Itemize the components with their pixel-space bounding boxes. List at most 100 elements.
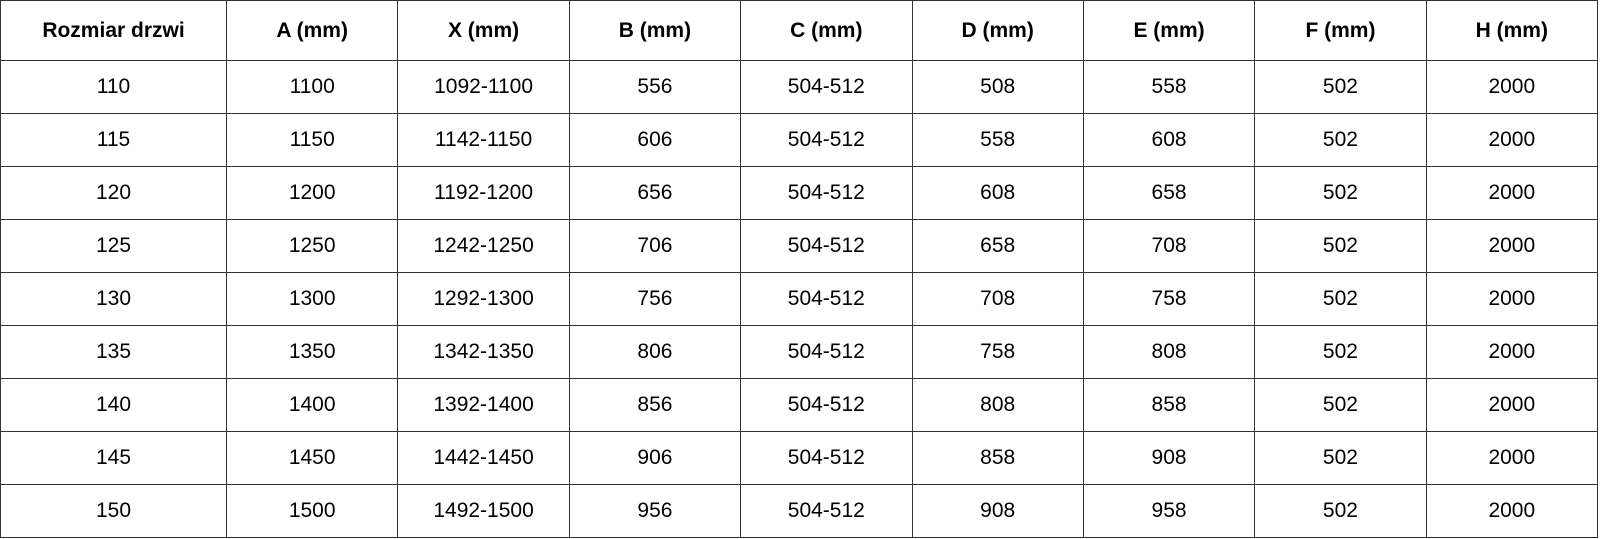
table-cell: 145: [0, 431, 227, 485]
table-cell: 558: [911, 113, 1084, 167]
table-cell: 658: [1082, 166, 1256, 220]
table-cell: 1300: [225, 272, 399, 326]
table-cell: 808: [1082, 325, 1256, 379]
table-cell: 1500: [225, 484, 399, 538]
table-cell: 1392-1400: [397, 378, 570, 432]
table-cell: 708: [911, 272, 1084, 326]
table-cell: 2000: [1425, 166, 1599, 220]
table-cell: 658: [911, 219, 1084, 273]
table-cell: 2000: [1425, 272, 1599, 326]
table-cell: 502: [1254, 431, 1427, 485]
table-row: 125 1250 1242-1250 706 504-512 658 708 502 2000: [0, 219, 1599, 273]
table-cell: 1142-1150: [397, 113, 570, 167]
table-row: 150 1500 1492-1500 956 504-512 908 958 502 2000: [0, 484, 1599, 538]
table-cell: 858: [1082, 378, 1256, 432]
table-cell: 502: [1254, 272, 1427, 326]
table-cell: 908: [911, 484, 1084, 538]
table-cell: 504-512: [740, 325, 913, 379]
table-cell: 908: [1082, 431, 1256, 485]
table-cell: 502: [1254, 113, 1427, 167]
table-cell: 2000: [1425, 113, 1599, 167]
table-cell: 858: [911, 431, 1084, 485]
table-cell: 556: [568, 60, 742, 114]
table-cell: 1100: [225, 60, 399, 114]
table-cell: 1342-1350: [397, 325, 570, 379]
table-cell: 558: [1082, 60, 1256, 114]
table-cell: 708: [1082, 219, 1256, 273]
table-cell: 1250: [225, 219, 399, 273]
table-cell: 502: [1254, 60, 1427, 114]
column-header: H (mm): [1425, 0, 1599, 61]
table-cell: 504-512: [740, 113, 913, 167]
header-row: Rozmiar drzwi A (mm) X (mm) B (mm) C (mm) D (…: [0, 0, 1599, 61]
table-cell: 1292-1300: [397, 272, 570, 326]
table-cell: 856: [568, 378, 742, 432]
table-cell: 110: [0, 60, 227, 114]
table-cell: 120: [0, 166, 227, 220]
table-cell: 2000: [1425, 378, 1599, 432]
table-row: 120 1200 1192-1200 656 504-512 608 658 502 2000: [0, 166, 1599, 220]
column-header: Rozmiar drzwi: [0, 0, 227, 61]
table-cell: 508: [911, 60, 1084, 114]
table-cell: 504-512: [740, 219, 913, 273]
table-cell: 2000: [1425, 219, 1599, 273]
table-cell: 502: [1254, 219, 1427, 273]
table-cell: 140: [0, 378, 227, 432]
table-cell: 1400: [225, 378, 399, 432]
table-cell: 2000: [1425, 325, 1599, 379]
table-row: 115 1150 1142-1150 606 504-512 558 608 502 2000: [0, 113, 1599, 167]
table-cell: 2000: [1425, 484, 1599, 538]
column-header: B (mm): [568, 0, 742, 61]
table-cell: 1092-1100: [397, 60, 570, 114]
table-cell: 1450: [225, 431, 399, 485]
table-cell: 504-512: [740, 166, 913, 220]
table-cell: 504-512: [740, 484, 913, 538]
table-cell: 150: [0, 484, 227, 538]
table-cell: 115: [0, 113, 227, 167]
table-cell: 504-512: [740, 378, 913, 432]
table-cell: 2000: [1425, 431, 1599, 485]
table-cell: 504-512: [740, 272, 913, 326]
table-cell: 1242-1250: [397, 219, 570, 273]
table-cell: 504-512: [740, 431, 913, 485]
table-cell: 130: [0, 272, 227, 326]
column-header: A (mm): [225, 0, 399, 61]
table-row: 135 1350 1342-1350 806 504-512 758 808 502 2000: [0, 325, 1599, 379]
table-row: 130 1300 1292-1300 756 504-512 708 758 502 2000: [0, 272, 1599, 326]
table-cell: 1350: [225, 325, 399, 379]
table-cell: 956: [568, 484, 742, 538]
table-cell: 906: [568, 431, 742, 485]
table-cell: 502: [1254, 325, 1427, 379]
table-cell: 606: [568, 113, 742, 167]
table-cell: 656: [568, 166, 742, 220]
table-cell: 1442-1450: [397, 431, 570, 485]
table-cell: 1200: [225, 166, 399, 220]
table-cell: 608: [911, 166, 1084, 220]
column-header: X (mm): [397, 0, 570, 61]
table-row: 110 1100 1092-1100 556 504-512 508 558 502 2000: [0, 60, 1599, 114]
table-cell: 758: [911, 325, 1084, 379]
table-cell: 808: [911, 378, 1084, 432]
table-cell: 502: [1254, 378, 1427, 432]
table-cell: 2000: [1425, 60, 1599, 114]
column-header: F (mm): [1254, 0, 1427, 61]
table-cell: 608: [1082, 113, 1256, 167]
table-cell: 806: [568, 325, 742, 379]
table-cell: 504-512: [740, 60, 913, 114]
table-cell: 502: [1254, 166, 1427, 220]
table-cell: 1192-1200: [397, 166, 570, 220]
table-row: 140 1400 1392-1400 856 504-512 808 858 502 2000: [0, 378, 1599, 432]
table-row: 145 1450 1442-1450 906 504-512 858 908 502 2000: [0, 431, 1599, 485]
table-cell: 756: [568, 272, 742, 326]
table-cell: 1492-1500: [397, 484, 570, 538]
table-cell: 135: [0, 325, 227, 379]
column-header: C (mm): [740, 0, 913, 61]
table-cell: 125: [0, 219, 227, 273]
table-cell: 706: [568, 219, 742, 273]
column-header: D (mm): [911, 0, 1084, 61]
table-cell: 502: [1254, 484, 1427, 538]
table-cell: 758: [1082, 272, 1256, 326]
column-header: E (mm): [1082, 0, 1256, 61]
table-cell: 1150: [225, 113, 399, 167]
